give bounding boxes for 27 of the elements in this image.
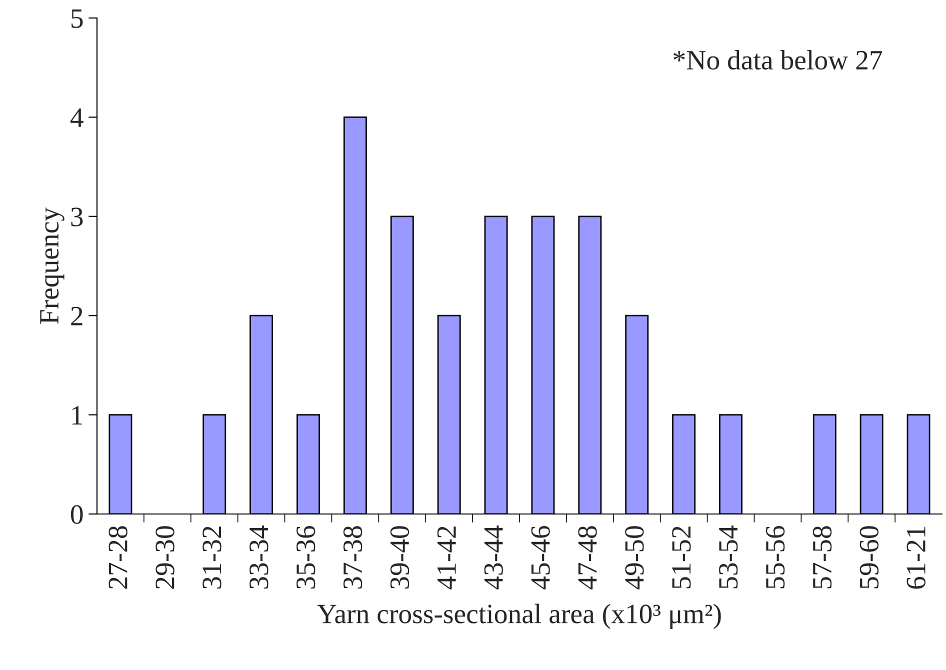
- y-tick-label: 1: [72, 406, 82, 424]
- x-tick-label: 39-40: [390, 526, 410, 589]
- x-tick-label: 35-36: [296, 526, 316, 589]
- x-tick-label: 29-30: [156, 526, 174, 589]
- x-tick-label: 43-44: [484, 526, 503, 590]
- x-tick-label: 37-38: [343, 526, 362, 589]
- y-tick-label: 3: [71, 208, 83, 226]
- x-tick-label: 33-34: [250, 526, 268, 589]
- y-tick-label: 4: [70, 108, 84, 127]
- x-tick-label: 31-32: [202, 526, 222, 589]
- x-tick-label: 55-56: [766, 526, 785, 588]
- y-tick-label: 0: [70, 505, 83, 524]
- x-tick-label: 61-21: [906, 526, 926, 589]
- x-tick-label: 27-28: [108, 526, 128, 589]
- x-tick-label: 57-58: [812, 526, 832, 588]
- x-tick-label: 51-52: [672, 526, 691, 588]
- y-tick-label: 2: [71, 306, 82, 326]
- y-tick-label: 5: [72, 9, 83, 28]
- x-tick-label: 45-46: [531, 526, 550, 590]
- x-axis-title: Yarn cross-sectional area (x10³ μm²): [317, 604, 721, 630]
- x-tick-label: 49-50: [625, 526, 644, 590]
- annotation: *No data below 27: [674, 50, 882, 70]
- x-tick-label: 53-54: [719, 526, 738, 588]
- y-axis-title: Frequency: [40, 207, 64, 324]
- x-tick-label: 41-42: [437, 526, 456, 590]
- x-tick-label: 47-48: [578, 526, 597, 590]
- x-tick-label: 59-60: [860, 526, 879, 588]
